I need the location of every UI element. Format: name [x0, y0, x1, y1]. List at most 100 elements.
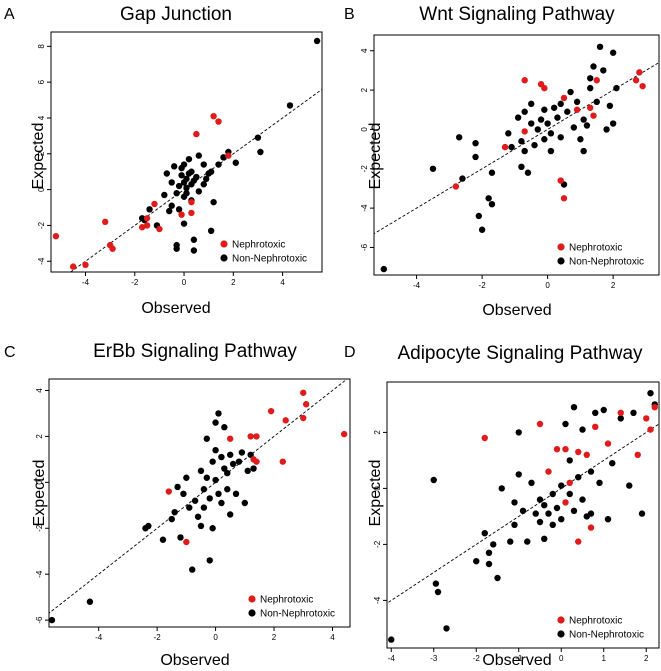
non-nephrotoxic-point	[175, 182, 183, 190]
non-nephrotoxic-point	[163, 170, 170, 177]
nephrotoxic-point	[521, 128, 528, 135]
nephrotoxic-point	[592, 423, 599, 430]
panel-a-legend: Nephrotoxic Non-Nephrotoxic	[220, 240, 307, 265]
non-nephrotoxic-point	[626, 482, 633, 489]
nephrotoxic-point	[253, 433, 260, 440]
non-nephrotoxic-point	[388, 636, 395, 643]
non-nephrotoxic-point	[183, 175, 190, 183]
nephrotoxic-point	[536, 420, 544, 428]
nephrotoxic-point	[587, 104, 594, 111]
non-nephrotoxic-point	[557, 134, 564, 141]
nephrotoxic-point	[102, 218, 109, 226]
panel-b-xtick-label: -4	[413, 281, 421, 290]
non-nephrotoxic-point	[549, 521, 556, 528]
non-nephrotoxic-point	[247, 451, 254, 458]
non-nephrotoxic-point	[488, 169, 496, 176]
non-nephrotoxic-point	[613, 84, 620, 92]
non-nephrotoxic-point	[173, 245, 180, 252]
panel-a-letter: A	[4, 6, 15, 23]
non-nephrotoxic-point	[183, 474, 190, 481]
non-nephrotoxic-point	[174, 483, 181, 491]
panel-a-xlabel: Observed	[141, 300, 210, 317]
non-nephrotoxic-point	[579, 496, 586, 503]
panel-a-xtick-label: 0	[182, 278, 187, 287]
non-nephrotoxic-point	[564, 108, 571, 115]
panel-d-plot-frame	[386, 381, 660, 649]
non-nephrotoxic-point	[518, 138, 525, 145]
legend-non-nephrotoxic-label: Non-Nephrotoxic	[569, 257, 644, 268]
non-nephrotoxic-point	[443, 625, 450, 632]
panel-b-letter: B	[344, 6, 355, 23]
non-nephrotoxic-point	[587, 510, 595, 517]
nephrotoxic-point	[143, 222, 151, 229]
non-nephrotoxic-point	[593, 98, 600, 106]
nephrotoxic-point	[636, 69, 643, 76]
non-nephrotoxic-point	[511, 521, 518, 528]
non-nephrotoxic-point	[209, 458, 216, 465]
panel-c-ytick-label: 4	[35, 388, 44, 393]
legend-nephrotoxic-marker	[220, 240, 228, 248]
panel-c-dashed-line	[49, 379, 348, 614]
non-nephrotoxic-point	[583, 122, 591, 129]
panel-a-ytick-label: -4	[37, 257, 46, 265]
non-nephrotoxic-point	[518, 163, 525, 171]
non-nephrotoxic-point	[508, 143, 515, 151]
nephrotoxic-point	[151, 200, 158, 208]
non-nephrotoxic-point	[498, 485, 505, 492]
non-nephrotoxic-point	[432, 580, 440, 587]
non-nephrotoxic-point	[197, 522, 205, 530]
nephrotoxic-point	[247, 433, 254, 440]
legend-nephrotoxic-marker	[557, 243, 565, 251]
panel-a-ylabel: Expected	[30, 123, 47, 190]
non-nephrotoxic-point	[203, 474, 211, 481]
non-nephrotoxic-point	[570, 124, 578, 131]
nephrotoxic-point	[481, 434, 488, 442]
panel-a-ytick-label: 0	[37, 187, 46, 192]
panel-d-ticks: -4 -3 -2 -1 0 1 2 -4 -2 0 2	[373, 430, 649, 663]
non-nephrotoxic-point	[212, 476, 219, 484]
non-nephrotoxic-point	[600, 67, 607, 74]
non-nephrotoxic-point	[430, 476, 437, 484]
non-nephrotoxic-point	[603, 126, 610, 133]
panel-d-ytick-label: -2	[373, 540, 382, 548]
non-nephrotoxic-point	[577, 136, 584, 143]
panel-c-reference-line	[49, 379, 348, 614]
non-nephrotoxic-point	[221, 424, 228, 431]
panel-a-ytick-label: 6	[37, 79, 46, 84]
panel-b-ytick-label: 4	[360, 48, 369, 53]
legend-non-nephrotoxic-label: Non-Nephrotoxic	[232, 254, 307, 265]
non-nephrotoxic-point	[232, 159, 239, 166]
non-nephrotoxic-point	[575, 474, 582, 481]
non-nephrotoxic-point	[554, 114, 561, 121]
non-nephrotoxic-point	[200, 181, 207, 188]
nephrotoxic-point	[279, 458, 286, 465]
panel-d-title: Adipocyte Signaling Pathway	[397, 343, 643, 364]
nephrotoxic-point	[302, 401, 310, 408]
non-nephrotoxic-point	[195, 188, 203, 195]
nephrotoxic-point	[109, 245, 116, 252]
non-nephrotoxic-point	[241, 499, 248, 507]
nephrotoxic-point	[178, 211, 185, 218]
nephrotoxic-point	[183, 538, 190, 546]
non-nephrotoxic-point	[226, 511, 234, 518]
panel-c-ytick-label: -6	[35, 616, 44, 624]
panel-c-legend: Nephrotoxic Non-Nephrotoxic	[248, 595, 335, 620]
non-nephrotoxic-point	[534, 126, 541, 133]
non-nephrotoxic-point	[232, 490, 240, 498]
panel-a-xtick-label: -4	[82, 278, 90, 287]
non-nephrotoxic-point	[459, 175, 466, 182]
nephrotoxic-point	[634, 451, 641, 458]
nephrotoxic-point	[210, 112, 217, 120]
legend-nephrotoxic-marker	[557, 616, 565, 624]
non-nephrotoxic-point	[579, 426, 586, 433]
panel-c-letter: C	[4, 344, 16, 361]
non-nephrotoxic-point	[541, 136, 548, 143]
legend-non-nephrotoxic-marker	[248, 609, 256, 617]
legend-non-nephrotoxic-marker	[557, 257, 565, 265]
panel-b-legend: Nephrotoxic Non-Nephrotoxic	[557, 243, 644, 268]
panel-b-points	[380, 43, 646, 273]
nephrotoxic-point	[562, 446, 569, 453]
panel-b-ytick-label: 2	[360, 87, 369, 92]
non-nephrotoxic-point	[481, 530, 488, 537]
